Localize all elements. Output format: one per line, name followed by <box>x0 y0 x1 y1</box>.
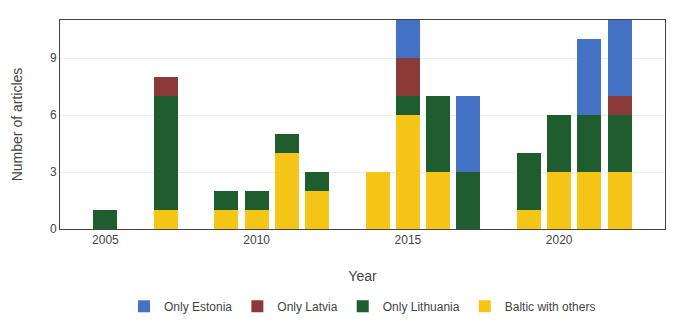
svg-text:9: 9 <box>50 51 57 65</box>
svg-text:Only Latvia: Only Latvia <box>277 300 337 314</box>
svg-text:Baltic with others: Baltic with others <box>505 300 596 314</box>
svg-text:0: 0 <box>50 222 57 236</box>
svg-text:2015: 2015 <box>395 233 422 247</box>
svg-text:Only Estonia: Only Estonia <box>164 300 232 314</box>
svg-text:6: 6 <box>50 108 57 122</box>
svg-text:Year: Year <box>348 268 377 284</box>
svg-text:3: 3 <box>50 165 57 179</box>
svg-text:Number of articles: Number of articles <box>9 68 25 182</box>
svg-text:2010: 2010 <box>243 233 270 247</box>
svg-text:2005: 2005 <box>92 233 119 247</box>
svg-text:2020: 2020 <box>546 233 573 247</box>
svg-text:Only Lithuania: Only Lithuania <box>383 300 460 314</box>
